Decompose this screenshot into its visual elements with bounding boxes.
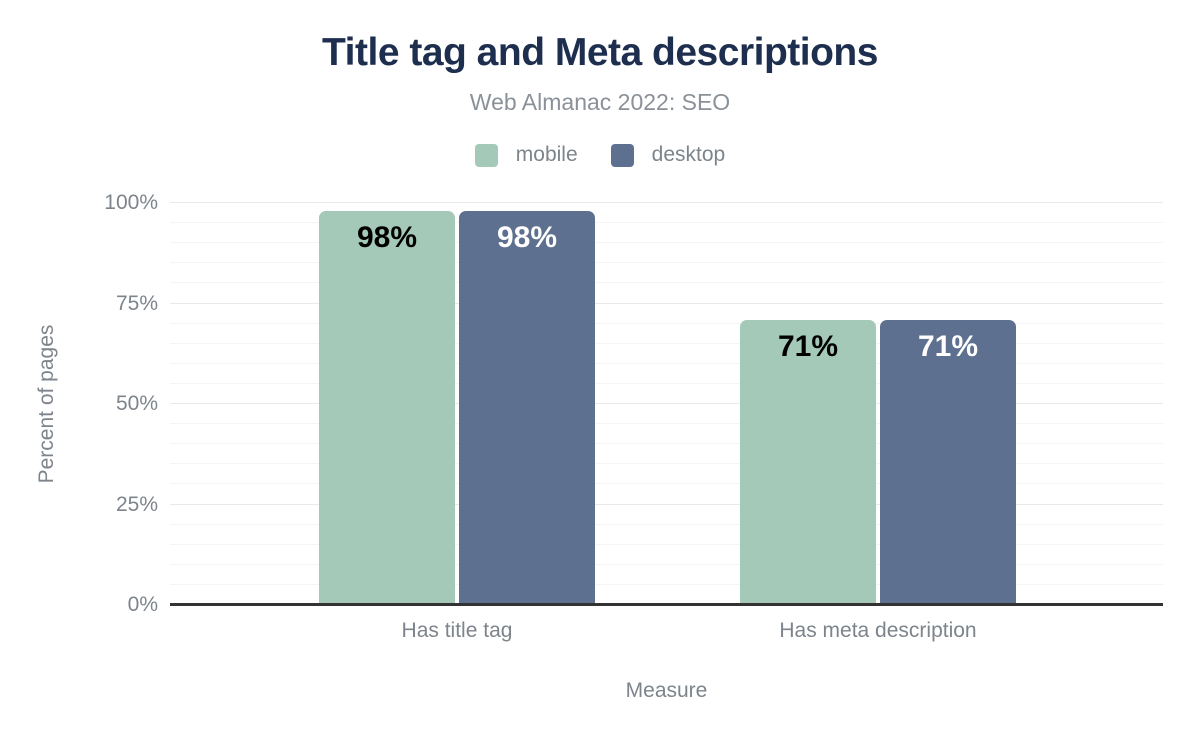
y-tick-label: 100% [104, 191, 158, 214]
bar-mobile-0: 98% [319, 211, 455, 605]
plot-area: 98% 98% 71% 71% [170, 202, 1163, 606]
gridline-minor [170, 262, 1163, 264]
gridline-minor [170, 282, 1163, 284]
x-axis-title: Measure [625, 679, 708, 702]
gridline-minor [170, 443, 1163, 445]
y-tick-label: 50% [115, 392, 158, 415]
legend-swatch-desktop [610, 143, 634, 167]
gridline-major [170, 503, 1163, 505]
y-tick-label: 75% [115, 291, 158, 315]
bar-value-label: 98% [496, 221, 558, 255]
bar-desktop-0: 98% [459, 211, 595, 605]
bar-desktop-1: 71% [880, 319, 1016, 605]
gridline-major [170, 202, 1163, 203]
gridline-minor [170, 543, 1163, 545]
y-tick-label: 25% [115, 492, 158, 516]
x-axis-baseline [170, 603, 1163, 606]
x-category-label: Has title tag [401, 619, 513, 642]
gridline-minor [170, 342, 1163, 344]
gridline-minor [170, 382, 1163, 384]
chart-subtitle: Web Almanac 2022: SEO [469, 89, 731, 115]
gridline-minor [170, 423, 1163, 425]
gridline-minor [170, 222, 1163, 224]
legend-label: desktop [651, 143, 726, 166]
bar-value-label: 98% [356, 221, 418, 255]
gridline-minor [170, 463, 1163, 465]
y-tick-label: 0% [127, 593, 158, 616]
legend-label: mobile [515, 143, 578, 166]
gridline-minor [170, 362, 1163, 364]
y-axis-title: Percent of pages [35, 324, 58, 484]
legend-swatch-mobile [474, 143, 498, 167]
x-category-label: Has meta description [779, 619, 977, 642]
gridline-major [170, 403, 1163, 404]
gridline-minor [170, 523, 1163, 525]
gridline-minor [170, 483, 1163, 485]
bar-value-label: 71% [777, 329, 839, 363]
gridline-minor [170, 583, 1163, 585]
chart-title: Title tag and Meta descriptions [322, 31, 878, 74]
legend: mobile desktop [0, 143, 1200, 167]
gridline-minor [170, 242, 1163, 244]
legend-item-mobile: mobile [474, 143, 578, 167]
legend-item-desktop: desktop [610, 143, 726, 167]
gridline-major [170, 302, 1163, 304]
gridline-minor [170, 322, 1163, 324]
gridline-minor [170, 563, 1163, 565]
bar-value-label: 71% [917, 329, 979, 363]
bar-mobile-1: 71% [740, 319, 876, 605]
